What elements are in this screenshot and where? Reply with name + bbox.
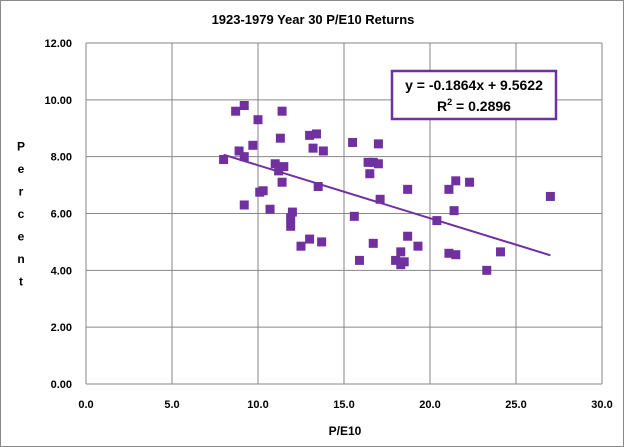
y-tick-label: 12.00: [44, 38, 72, 50]
equation-box-border: [390, 69, 558, 121]
y-axis-label-letter: t: [19, 275, 23, 289]
data-point: [287, 207, 297, 217]
x-tick-label: 0.0: [78, 399, 93, 411]
data-point: [258, 186, 268, 196]
data-point: [277, 106, 287, 116]
y-tick-label: 4.00: [51, 265, 72, 277]
y-tick-label: 6.00: [51, 209, 72, 221]
data-point: [373, 139, 383, 149]
y-axis-label-letter: r: [19, 185, 24, 199]
data-point: [317, 237, 327, 247]
y-tick-label: 10.00: [44, 95, 72, 107]
x-tick-label: 15.0: [333, 399, 354, 411]
r-squared-prefix: R: [437, 98, 447, 114]
r-squared: R2 = 0.2896: [437, 97, 511, 114]
x-tick-label: 5.0: [164, 399, 179, 411]
data-point: [311, 129, 321, 139]
y-axis-label-letter: P: [17, 140, 25, 154]
data-point: [275, 133, 285, 143]
data-point: [296, 241, 306, 251]
data-point: [231, 106, 241, 116]
data-point: [286, 213, 296, 223]
data-point: [482, 265, 492, 275]
y-tick-label: 8.00: [51, 152, 72, 164]
data-point: [248, 140, 258, 150]
data-point: [219, 155, 229, 165]
data-point: [545, 191, 555, 201]
data-point: [305, 130, 315, 140]
data-point: [239, 200, 249, 210]
data-point: [239, 101, 249, 111]
y-tick-label: 2.00: [51, 322, 72, 334]
data-point: [305, 234, 315, 244]
r-squared-value: = 0.2896: [452, 98, 511, 114]
data-point: [465, 177, 475, 187]
x-tick-label: 25.0: [505, 399, 526, 411]
data-point: [496, 247, 506, 257]
data-point: [413, 241, 423, 251]
data-point: [313, 182, 323, 192]
data-point: [239, 152, 249, 162]
x-axis-label: P/E10: [329, 424, 362, 438]
y-tick-labels: 0.00 2.00 4.00 6.00 8.00 10.00 12.00: [44, 38, 72, 391]
data-point: [373, 159, 383, 169]
data-point: [368, 157, 378, 167]
data-point: [368, 238, 378, 248]
data-point: [308, 143, 318, 153]
data-point: [444, 184, 454, 194]
data-point: [451, 176, 461, 186]
x-tick-labels: 0.0 5.0 10.0 15.0 20.0 25.0 30.0: [78, 399, 612, 411]
data-point: [363, 157, 373, 167]
data-point: [354, 255, 364, 265]
data-point: [349, 211, 359, 221]
data-point: [399, 257, 409, 267]
data-point: [270, 159, 280, 169]
equation-box: y = -0.1864x + 9.5622 R2 = 0.2896: [390, 69, 558, 121]
data-point: [234, 146, 244, 156]
chart-title: 1923-1979 Year 30 P/E10 Returns: [212, 12, 415, 27]
data-point: [253, 115, 263, 125]
y-axis-label-letter: n: [17, 252, 24, 266]
y-tick-label: 0.00: [51, 379, 72, 391]
x-tick-label: 20.0: [419, 399, 440, 411]
data-point: [279, 162, 289, 172]
data-point: [318, 146, 328, 156]
axes: [85, 43, 602, 385]
data-point: [449, 206, 459, 216]
data-points: [219, 101, 555, 275]
data-point: [391, 255, 401, 265]
data-point: [451, 250, 461, 260]
data-point: [403, 184, 413, 194]
data-point: [265, 204, 275, 214]
data-point: [365, 169, 375, 179]
x-tick-label: 10.0: [247, 399, 268, 411]
data-point: [286, 221, 296, 231]
y-axis-label-letter: e: [18, 230, 25, 244]
data-point: [444, 248, 454, 258]
r-squared-exponent: 2: [447, 97, 452, 107]
data-point: [403, 231, 413, 241]
data-point: [396, 247, 406, 257]
trendline: [223, 153, 551, 257]
data-point: [375, 194, 385, 204]
trendline-equation: y = -0.1864x + 9.5622: [405, 77, 543, 93]
data-point: [277, 177, 287, 187]
y-axis-label-letter: e: [18, 162, 25, 176]
y-axis-label-letter: c: [18, 207, 25, 221]
x-tick-label: 30.0: [591, 399, 612, 411]
data-point: [348, 137, 358, 147]
